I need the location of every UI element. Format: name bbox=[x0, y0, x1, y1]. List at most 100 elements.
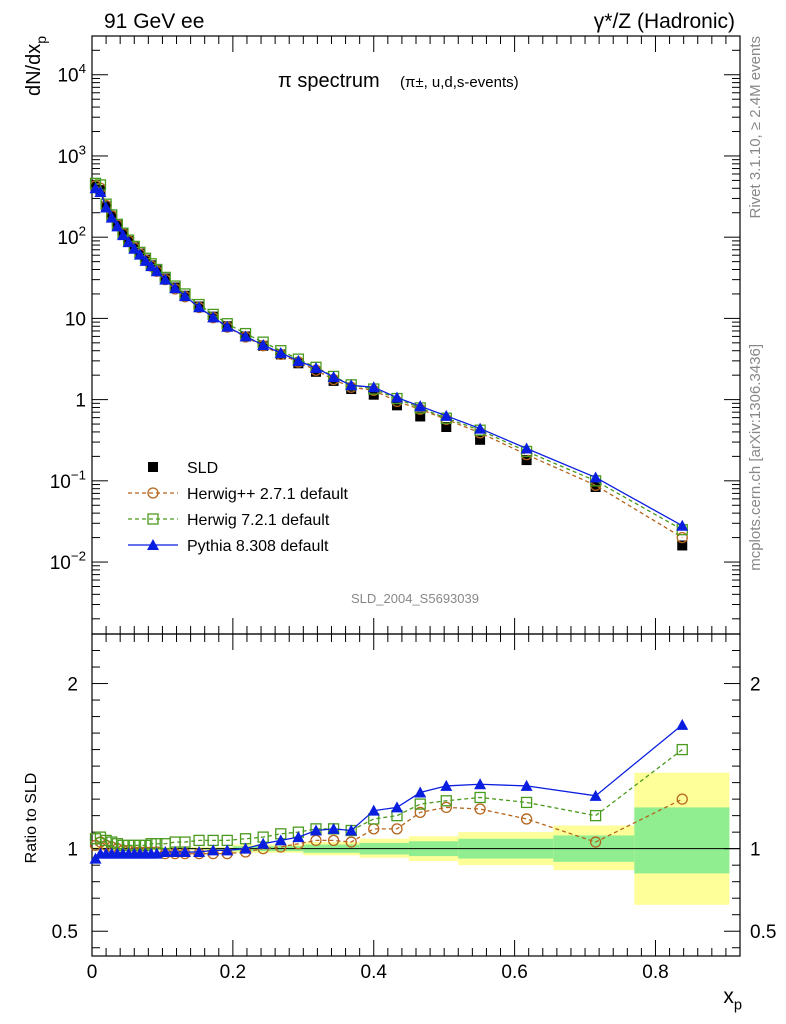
data-point-pythia-8-308-default bbox=[193, 301, 206, 313]
ratio-point-herwig-7-2-1-default bbox=[193, 834, 205, 847]
data-point-pythia-8-308-default bbox=[133, 248, 146, 260]
y-tick-label: 102 bbox=[57, 224, 86, 250]
series-line-herwig-2-7-1-default bbox=[95, 185, 683, 539]
data-point-pythia-8-308-default bbox=[139, 254, 152, 266]
x-tick-label: 0.4 bbox=[361, 962, 388, 983]
y-tick-label: 103 bbox=[57, 142, 86, 168]
data-point-pythia-8-308-default bbox=[145, 260, 158, 272]
data-point-pythia-8-308-default bbox=[221, 320, 234, 332]
ratio-y-tick-label-right: 1 bbox=[750, 840, 761, 861]
data-point-pythia-8-308-default bbox=[327, 370, 340, 382]
ratio-panel: 0 0.2 0.4 0.6 0.8 0.5 0.5 1 1 2 2 bbox=[52, 633, 776, 983]
data-point-pythia-8-308-default bbox=[309, 362, 322, 374]
data-point-herwig-2-7-1-default bbox=[676, 531, 688, 544]
ratio-point-pythia-8-308-default bbox=[221, 844, 234, 856]
y-tick-label: 10−1 bbox=[50, 467, 86, 493]
ratio-point-herwig-2-7-1-default bbox=[520, 813, 533, 825]
ratio-y-tick-label: 1 bbox=[67, 840, 78, 861]
x-tick-label: 0.2 bbox=[220, 962, 246, 983]
ratio-point-herwig-7-2-1-default bbox=[676, 743, 688, 756]
ratio-point-pythia-8-308-default bbox=[239, 842, 252, 854]
ratio-ylabel: Ratio to SLD bbox=[23, 773, 40, 864]
main-ylabel-text: dN/dxp bbox=[23, 36, 49, 96]
data-point-pythia-8-308-default bbox=[169, 282, 182, 294]
chart-subtitle: (π±, u,d,s-events) bbox=[400, 74, 519, 91]
data-point-pythia-8-308-default bbox=[390, 391, 403, 403]
rivet-label: Rivet 3.1.10, ≥ 2.4M events bbox=[747, 36, 764, 219]
main-ylabel: dN/dxp bbox=[23, 36, 49, 96]
x-axis-label: xp bbox=[723, 985, 742, 1013]
ratio-point-pythia-8-308-default bbox=[257, 837, 270, 849]
ratio-point-pythia-8-308-default bbox=[309, 824, 322, 836]
legend-marker-herwig-2-7-1-default bbox=[147, 487, 159, 499]
ratio-point-herwig-2-7-1-default bbox=[589, 836, 602, 848]
ratio-point-pythia-8-308-default bbox=[676, 718, 689, 730]
data-point-pythia-8-308-default bbox=[111, 220, 124, 232]
data-point-sld bbox=[590, 481, 601, 492]
ratio-point-herwig-7-2-1-default bbox=[589, 809, 602, 822]
series-line-herwig-7-2-1-default bbox=[95, 182, 683, 531]
data-point-sld bbox=[677, 540, 688, 551]
ratio-line-herwig-7-2-1-default bbox=[95, 749, 683, 847]
data-point-pythia-8-308-default bbox=[676, 519, 689, 531]
data-point-pythia-8-308-default bbox=[520, 442, 533, 454]
data-point-pythia-8-308-default bbox=[345, 379, 358, 391]
ratio-point-pythia-8-308-default bbox=[345, 824, 358, 836]
ratio-point-herwig-7-2-1-default bbox=[414, 798, 426, 810]
legend-label-sld: SLD bbox=[187, 460, 218, 477]
data-point-sld bbox=[441, 421, 452, 432]
data-point-pythia-8-308-default bbox=[178, 290, 191, 302]
ratio-point-pythia-8-308-default bbox=[440, 779, 453, 791]
ratio-point-pythia-8-308-default bbox=[390, 801, 403, 813]
legend-marker-pythia-8-308-default bbox=[147, 539, 159, 550]
legend-label-herwig-2-7-1-default: Herwig++ 2.7.1 default bbox=[187, 486, 349, 503]
ratio-point-pythia-8-308-default bbox=[292, 831, 305, 843]
energy-label: 91 GeV ee bbox=[104, 10, 204, 33]
x-tick-label: 0 bbox=[87, 962, 98, 983]
ratio-point-herwig-2-7-1-default bbox=[474, 803, 486, 815]
data-point-pythia-8-308-default bbox=[207, 311, 220, 323]
data-point-pythia-8-308-default bbox=[274, 346, 287, 358]
data-point-pythia-8-308-default bbox=[239, 330, 252, 342]
ratio-band-inner bbox=[634, 807, 730, 874]
data-point-pythia-8-308-default bbox=[100, 201, 113, 213]
data-point-pythia-8-308-default bbox=[94, 185, 107, 197]
mcplots-label: mcplots.cern.ch [arXiv:1306.3436] bbox=[747, 344, 764, 571]
ratio-point-pythia-8-308-default bbox=[474, 778, 487, 790]
y-tick-label: 10−2 bbox=[50, 548, 86, 574]
data-point-pythia-8-308-default bbox=[128, 242, 141, 254]
ratio-point-pythia-8-308-default bbox=[274, 834, 287, 846]
y-tick-label: 10 bbox=[65, 309, 86, 330]
ratio-point-pythia-8-308-default bbox=[327, 822, 340, 834]
ratio-y-tick-label-right: 2 bbox=[750, 675, 761, 696]
ratio-point-pythia-8-308-default bbox=[207, 844, 220, 856]
data-point-pythia-8-308-default bbox=[105, 211, 118, 223]
ratio-y-tick-label: 2 bbox=[67, 675, 78, 696]
legend-marker-sld bbox=[148, 462, 158, 472]
data-point-pythia-8-308-default bbox=[474, 422, 487, 434]
data-point-pythia-8-308-default bbox=[116, 229, 129, 241]
ratio-point-pythia-8-308-default bbox=[159, 845, 172, 857]
ratio-point-pythia-8-308-default bbox=[169, 845, 182, 857]
legend-label-pythia-8-308-default: Pythia 8.308 default bbox=[187, 538, 329, 555]
ratio-point-pythia-8-308-default bbox=[150, 847, 163, 859]
ratio-y-tick-label: 0.5 bbox=[52, 922, 78, 943]
ratio-point-herwig-2-7-1-default bbox=[327, 834, 340, 847]
ratio-y-tick-label-right: 0.5 bbox=[750, 922, 776, 943]
analysis-watermark: SLD_2004_S5693039 bbox=[351, 591, 479, 606]
ratio-point-herwig-7-2-1-default bbox=[520, 796, 533, 809]
data-point-sld bbox=[415, 411, 426, 422]
ratio-point-herwig-7-2-1-default bbox=[440, 795, 452, 807]
chart-title: π spectrum bbox=[278, 70, 380, 92]
ratio-point-pythia-8-308-default bbox=[589, 789, 602, 801]
ratio-point-herwig-2-7-1-default bbox=[676, 793, 688, 805]
ratio-point-pythia-8-308-default bbox=[178, 845, 191, 857]
legend-label-herwig-7-2-1-default: Herwig 7.2.1 default bbox=[187, 512, 330, 529]
ratio-point-pythia-8-308-default bbox=[193, 845, 206, 857]
x-axis-label-text: xp bbox=[723, 985, 742, 1013]
data-point-pythia-8-308-default bbox=[257, 339, 270, 351]
ratio-point-herwig-2-7-1-default bbox=[345, 836, 357, 848]
data-point-pythia-8-308-default bbox=[440, 409, 453, 421]
data-point-sld bbox=[391, 400, 402, 411]
